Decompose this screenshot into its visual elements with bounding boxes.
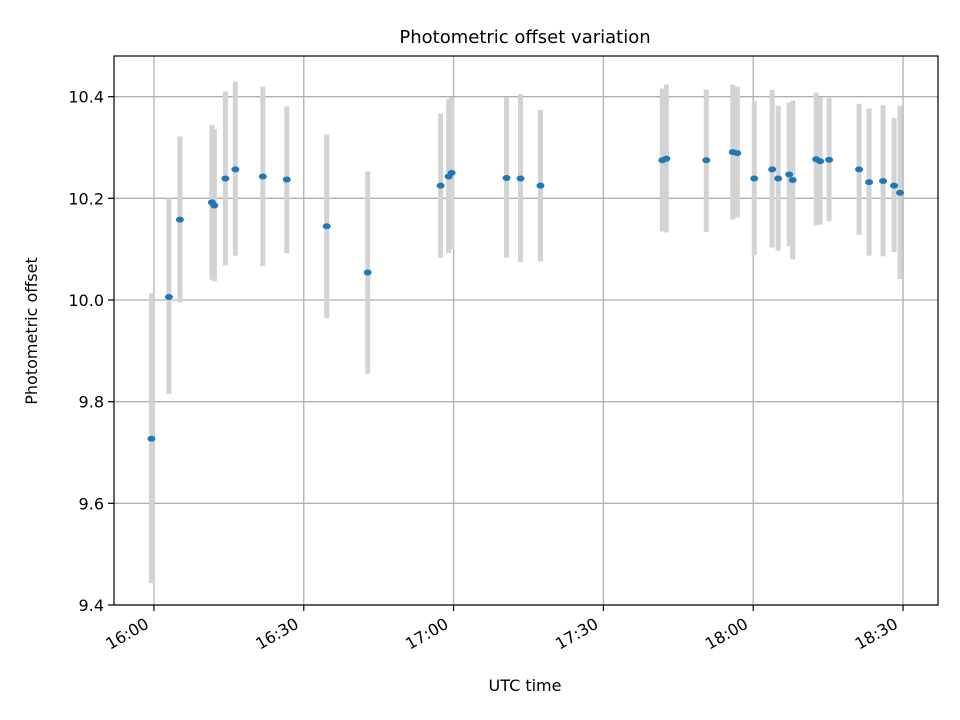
data-point [147, 435, 156, 442]
data-point [788, 177, 797, 184]
data-point [879, 178, 888, 185]
data-point [231, 166, 240, 173]
data-point [865, 179, 874, 186]
x-axis-label: UTC time [489, 676, 562, 695]
chart-title: Photometric offset variation [399, 27, 650, 48]
data-point [896, 189, 905, 196]
data-point [855, 166, 864, 173]
data-point [825, 156, 834, 163]
data-point [164, 293, 173, 300]
data-point [436, 182, 445, 189]
y-tick-label: 10.2 [68, 189, 104, 208]
data-point [363, 269, 372, 276]
data-point [750, 175, 759, 182]
data-point [785, 171, 794, 178]
plot-frame [113, 55, 939, 606]
x-tick-label: 16:00 [103, 614, 152, 654]
data-point [447, 169, 456, 176]
data-point [516, 175, 525, 182]
data-point [890, 182, 899, 189]
data-point [258, 173, 267, 180]
error-bars [148, 81, 903, 584]
y-tick-label: 9.4 [79, 596, 104, 615]
data-point [210, 202, 219, 209]
y-axis-label: Photometric offset [22, 257, 41, 405]
x-tick-label: 16:30 [252, 614, 301, 654]
data-point [502, 175, 511, 181]
y-tick-label: 9.6 [79, 494, 104, 513]
x-tick-label: 17:30 [552, 614, 601, 654]
data-point [662, 155, 671, 162]
y-tick-label: 10.0 [68, 291, 104, 310]
y-tick-label: 9.8 [79, 393, 104, 412]
data-point [282, 176, 291, 183]
data-points [147, 149, 905, 442]
data-point [702, 157, 711, 164]
data-point [816, 158, 825, 165]
x-tick-label: 18:00 [702, 614, 751, 654]
data-point [221, 175, 230, 182]
data-point [768, 166, 777, 173]
data-point [175, 216, 184, 223]
data-point [322, 223, 331, 230]
data-point [733, 150, 742, 157]
data-point [536, 182, 545, 189]
y-tick-label: 10.4 [68, 88, 104, 107]
data-point [774, 175, 783, 182]
x-tick-label: 17:00 [402, 614, 451, 654]
x-tick-label: 18:30 [852, 614, 901, 654]
